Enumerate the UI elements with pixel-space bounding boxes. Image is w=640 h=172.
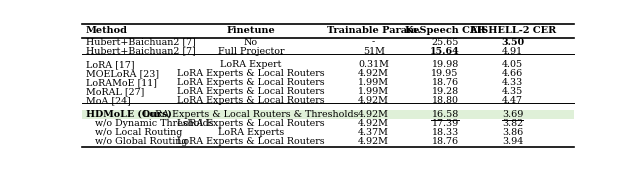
Text: LoRA Experts & Local Routers: LoRA Experts & Local Routers [177,69,325,78]
Text: 17.39: 17.39 [431,119,459,128]
Text: 51M: 51M [363,47,385,56]
Text: 4.91: 4.91 [502,47,523,56]
Text: 4.92M: 4.92M [358,96,389,105]
Text: 19.28: 19.28 [431,87,459,96]
Text: 19.95: 19.95 [431,69,459,78]
Text: Hubert+Baichuan2 [7]: Hubert+Baichuan2 [7] [86,38,196,47]
Text: KeSpeech CER: KeSpeech CER [405,26,485,35]
Text: 19.98: 19.98 [431,60,459,69]
Text: 4.92M: 4.92M [358,110,389,119]
Text: w/o Local Routing: w/o Local Routing [95,128,182,137]
Text: -: - [372,38,375,47]
Text: No: No [244,38,258,47]
Text: 15.64: 15.64 [430,47,460,56]
Text: LoRA Experts & Local Routers: LoRA Experts & Local Routers [177,87,325,96]
Text: HDMoLE (Ours): HDMoLE (Ours) [86,110,172,119]
Text: Full Projector: Full Projector [218,47,284,56]
Text: 4.92M: 4.92M [358,137,389,146]
Text: 4.05: 4.05 [502,60,523,69]
Text: LoRA Expert: LoRA Expert [220,60,282,69]
Text: 4.35: 4.35 [502,87,523,96]
Text: 3.50: 3.50 [501,38,524,47]
Text: 18.76: 18.76 [431,137,459,146]
Text: Finetune: Finetune [227,26,275,35]
Text: 4.66: 4.66 [502,69,523,78]
Text: LoRA [17]: LoRA [17] [86,60,134,69]
Text: 1.99M: 1.99M [358,78,389,87]
Text: 18.76: 18.76 [431,78,459,87]
Text: 4.92M: 4.92M [358,69,389,78]
Bar [83,110,573,119]
Text: 3.94: 3.94 [502,137,523,146]
Text: w/o Dynamic Thresholds: w/o Dynamic Thresholds [95,119,214,128]
Text: 18.33: 18.33 [431,128,459,137]
Text: 4.33: 4.33 [502,78,523,87]
Text: 3.69: 3.69 [502,110,523,119]
Text: MOELoRA [23]: MOELoRA [23] [86,69,159,78]
Text: 25.65: 25.65 [431,38,459,47]
Text: Trainable Param.: Trainable Param. [326,26,420,35]
Text: MoRAL [27]: MoRAL [27] [86,87,145,96]
Text: 1.99M: 1.99M [358,87,389,96]
Text: 4.47: 4.47 [502,96,523,105]
Text: AISHELL-2 CER: AISHELL-2 CER [469,26,556,35]
Text: 0.31M: 0.31M [358,60,389,69]
Text: LoRA Experts & Local Routers & Thresholds: LoRA Experts & Local Routers & Threshold… [143,110,359,119]
Text: 18.80: 18.80 [431,96,458,105]
Text: LoRA Experts & Local Routers: LoRA Experts & Local Routers [177,78,325,87]
Text: LoRA Experts & Local Routers: LoRA Experts & Local Routers [177,96,325,105]
Text: Hubert+Baichuan2 [7]: Hubert+Baichuan2 [7] [86,47,196,56]
Text: LoRA Experts: LoRA Experts [218,128,284,137]
Text: 3.82: 3.82 [502,119,523,128]
Text: LoRA Experts & Local Routers: LoRA Experts & Local Routers [177,119,325,128]
Text: 16.58: 16.58 [431,110,459,119]
Text: 4.37M: 4.37M [358,128,389,137]
Text: Method: Method [86,26,128,35]
Text: MoA [24]: MoA [24] [86,96,131,105]
Text: LoRA Experts & Local Routers: LoRA Experts & Local Routers [177,137,325,146]
Text: 3.86: 3.86 [502,128,523,137]
Text: 4.92M: 4.92M [358,119,389,128]
Text: LoRAMoE [11]: LoRAMoE [11] [86,78,157,87]
Text: w/o Global Routing: w/o Global Routing [95,137,188,146]
